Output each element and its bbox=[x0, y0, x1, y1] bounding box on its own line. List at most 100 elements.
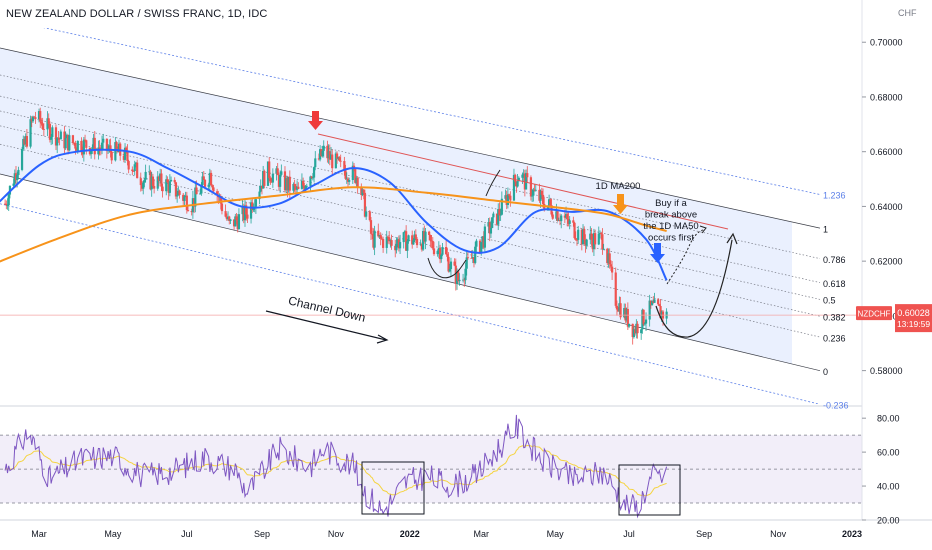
candle-body bbox=[487, 222, 490, 227]
fib-level-line bbox=[0, 125, 821, 317]
candle-body bbox=[481, 236, 484, 243]
candle-body bbox=[361, 189, 364, 195]
candle-body bbox=[57, 137, 60, 139]
price-tick-label: 0.68000 bbox=[870, 92, 903, 102]
candle-body bbox=[424, 231, 427, 242]
candle-body bbox=[259, 185, 262, 192]
candle-body bbox=[224, 211, 227, 217]
price-tick-label: 0.62000 bbox=[870, 257, 903, 267]
candle-body bbox=[627, 323, 631, 327]
time-tick-label: Jul bbox=[181, 529, 193, 539]
candle-body bbox=[551, 214, 554, 219]
candle-body bbox=[64, 138, 67, 149]
fib-level-line bbox=[0, 173, 821, 372]
candle-body bbox=[492, 213, 495, 218]
projection-arrow-head bbox=[726, 232, 738, 245]
candle-body bbox=[649, 300, 652, 306]
candle-body bbox=[482, 236, 485, 248]
candle-body bbox=[488, 222, 491, 234]
candle-body bbox=[591, 239, 594, 250]
candle-body bbox=[351, 165, 354, 181]
candle-body bbox=[326, 145, 329, 159]
candle-body bbox=[475, 240, 478, 247]
candle-body bbox=[388, 237, 391, 242]
candle-body bbox=[280, 171, 283, 175]
high-curve-arrow bbox=[485, 169, 501, 197]
candle-body bbox=[174, 182, 178, 197]
candle-body bbox=[25, 136, 29, 147]
candle-body bbox=[516, 181, 519, 187]
candle-body bbox=[529, 177, 533, 197]
candle-body bbox=[495, 213, 499, 225]
candle-body bbox=[108, 145, 111, 150]
candle-body bbox=[389, 240, 392, 242]
rsi-tick-label: 60.00 bbox=[877, 448, 900, 458]
candle-body bbox=[46, 118, 49, 130]
candle-body bbox=[122, 155, 125, 160]
low-curve-arrow bbox=[427, 257, 467, 279]
candle-body bbox=[63, 131, 66, 149]
candle-body bbox=[390, 240, 393, 246]
buy-annotation-line: Buy if a bbox=[655, 198, 687, 209]
candle-body bbox=[5, 203, 8, 206]
candle-body bbox=[483, 226, 486, 248]
candle-body bbox=[293, 184, 296, 187]
candle-body bbox=[567, 218, 570, 224]
candle-body bbox=[254, 199, 257, 207]
candle-body bbox=[606, 248, 609, 264]
candle-body bbox=[20, 149, 24, 170]
candle-body bbox=[369, 220, 373, 234]
candle-body bbox=[92, 137, 95, 148]
candle-body bbox=[339, 160, 342, 162]
candle-body bbox=[115, 142, 118, 149]
candle-body bbox=[338, 157, 341, 161]
candle-body bbox=[303, 185, 306, 191]
fib-level-label: 0.618 bbox=[823, 279, 846, 289]
candle-body bbox=[572, 220, 575, 223]
candle-body bbox=[23, 138, 26, 145]
time-tick-label: Nov bbox=[770, 529, 787, 539]
candle-body bbox=[453, 261, 456, 266]
candle-body bbox=[632, 329, 636, 338]
time-tick-label: 2022 bbox=[400, 529, 420, 539]
candle-body bbox=[65, 134, 68, 139]
candle-body bbox=[445, 247, 448, 255]
candle-body bbox=[356, 177, 359, 187]
candle-body bbox=[423, 231, 426, 242]
candle-body bbox=[463, 279, 466, 281]
candle-body bbox=[85, 140, 88, 148]
candle-body bbox=[251, 202, 254, 211]
buy-annotation: Buy if a break above the 1D MA50 occurs fir… bbox=[643, 198, 698, 244]
candle-body bbox=[216, 191, 219, 195]
candle-body bbox=[286, 178, 289, 191]
fib-level-label: 0.5 bbox=[823, 296, 836, 306]
candle-body bbox=[51, 127, 54, 137]
candle-body bbox=[585, 239, 588, 246]
candle-body bbox=[539, 190, 542, 201]
candle-body bbox=[234, 216, 237, 227]
time-tick-label: Nov bbox=[328, 529, 345, 539]
candle-body bbox=[245, 205, 248, 215]
candle-body bbox=[127, 161, 130, 170]
candle-body bbox=[327, 151, 330, 159]
channel-down-label: Channel Down bbox=[287, 293, 367, 324]
fib-level-line bbox=[0, 203, 821, 404]
price-tick-label: 0.66000 bbox=[870, 147, 903, 157]
candle-body bbox=[583, 229, 586, 240]
candle-body bbox=[615, 305, 619, 310]
candle-body bbox=[577, 229, 580, 240]
candle-body bbox=[533, 189, 536, 191]
candle-body bbox=[624, 308, 627, 321]
candle-body bbox=[232, 219, 236, 227]
candle-body bbox=[334, 153, 337, 169]
candle-body bbox=[190, 210, 193, 213]
candle-body bbox=[212, 187, 215, 192]
candle-body bbox=[292, 184, 295, 191]
candle-body bbox=[574, 238, 577, 240]
candle-body bbox=[285, 178, 288, 191]
candle-body bbox=[260, 185, 264, 189]
candle-body bbox=[446, 254, 449, 257]
fib-level-label: 0 bbox=[823, 367, 828, 377]
